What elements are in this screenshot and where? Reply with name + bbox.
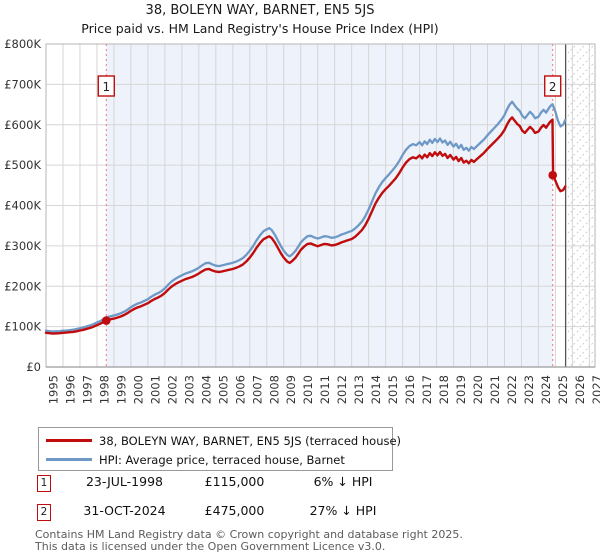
event-2-hpi-delta: 27% ↓ HPI xyxy=(309,503,377,518)
legend-swatch-hpi xyxy=(46,458,92,461)
legend-label-property: 38, BOLEYN WAY, BARNET, EN5 5JS (terrace… xyxy=(99,433,402,448)
legend-label-hpi: HPI: Average price, terraced house, Barn… xyxy=(99,452,345,467)
sale-marker-number-2: 2 xyxy=(549,80,557,94)
x-tick-label: 2018 xyxy=(437,375,451,404)
x-tick-label: 2008 xyxy=(267,375,281,404)
series-price-paid xyxy=(44,116,567,335)
y-tick-label: £300K xyxy=(4,239,41,253)
x-tick-label: 2024 xyxy=(539,375,553,404)
y-tick-label: £100K xyxy=(4,320,41,334)
x-tick-label: 2019 xyxy=(454,375,468,404)
x-tick-label: 1998 xyxy=(97,375,111,404)
x-tick-label: 2016 xyxy=(403,375,417,404)
x-tick-label: 2009 xyxy=(284,375,298,404)
x-tick-label: 2012 xyxy=(335,375,349,404)
y-tick-label: £500K xyxy=(4,158,41,172)
y-tick-label: £800K xyxy=(4,37,41,51)
x-tick-label: 2021 xyxy=(488,375,502,404)
sale-marker-box-2 xyxy=(544,75,562,97)
x-tick-label: 2023 xyxy=(522,375,536,404)
legend-item-property: 38, BOLEYN WAY, BARNET, EN5 5JS (terrace… xyxy=(39,431,401,450)
series-hpi xyxy=(44,100,567,333)
x-tick-label: 2005 xyxy=(216,375,230,404)
legend-swatch-property xyxy=(46,439,92,442)
x-tick-label: 2022 xyxy=(505,375,519,404)
license-note: Contains HM Land Registry data © Crown c… xyxy=(35,528,463,554)
license-line-1: Contains HM Land Registry data © Crown c… xyxy=(35,528,463,541)
sale-event-row-2: 2 31-OCT-2024 £475,000 27% ↓ HPI xyxy=(0,503,600,523)
x-tick-label: 2020 xyxy=(471,375,485,404)
x-tick-label: 2003 xyxy=(182,375,196,404)
sale-event-row-1: 1 23-JUL-1998 £115,000 6% ↓ HPI xyxy=(0,474,600,494)
x-tick-label: 1999 xyxy=(114,375,128,404)
x-tick-label: 1995 xyxy=(47,375,61,404)
x-tick-label: 2001 xyxy=(148,375,162,404)
x-tick-label: 1997 xyxy=(80,375,94,404)
y-tick-label: £700K xyxy=(4,77,41,91)
x-tick-label: 2002 xyxy=(165,375,179,404)
x-tick-label: 2011 xyxy=(318,375,332,404)
x-tick-label: 2013 xyxy=(352,375,366,404)
event-1-price: £115,000 xyxy=(204,474,265,489)
event-1-date: 23-JUL-1998 xyxy=(85,474,163,489)
event-2-number-badge: 2 xyxy=(37,504,51,521)
chart-legend: 38, BOLEYN WAY, BARNET, EN5 5JS (terrace… xyxy=(38,427,401,471)
x-tick-label: 2006 xyxy=(233,375,247,404)
y-tick-label: £200K xyxy=(4,279,41,293)
event-1-hpi-delta: 6% ↓ HPI xyxy=(313,474,373,489)
x-tick-label: 2007 xyxy=(250,375,264,404)
sale-marker-number-1: 1 xyxy=(102,80,110,94)
sale-point-1 xyxy=(101,316,111,325)
x-tick-label: 2004 xyxy=(199,375,213,404)
x-tick-label: 2000 xyxy=(131,375,145,404)
x-tick-label: 2026 xyxy=(573,375,587,404)
sale-marker-box-1 xyxy=(97,75,115,97)
x-tick-label: 2015 xyxy=(386,375,400,404)
future-no-data-hatch xyxy=(565,44,595,367)
x-tick-label: 2017 xyxy=(420,375,434,404)
sale-point-2 xyxy=(548,170,558,180)
event-1-number-badge: 1 xyxy=(37,475,51,492)
x-tick-label: 2010 xyxy=(301,375,315,404)
price-history-chart: 1 2 £0 £100K £200K £300K £400K £500K £600K £700K £… xyxy=(4,37,600,404)
license-line-2: This data is licensed under the Open Gov… xyxy=(35,540,386,554)
page-subtitle: Price paid vs. HM Land Registry's House … xyxy=(81,21,439,36)
y-tick-label: £600K xyxy=(4,118,41,132)
y-tick-label: £0 xyxy=(26,360,41,374)
x-tick-label: 2027 xyxy=(590,375,600,404)
legend-item-hpi: HPI: Average price, terraced house, Barn… xyxy=(39,450,392,469)
event-2-date: 31-OCT-2024 xyxy=(83,503,166,518)
event-2-price: £475,000 xyxy=(204,503,265,518)
x-tick-label: 1996 xyxy=(63,375,77,404)
x-tick-label: 2025 xyxy=(556,375,570,404)
page-title: 38, BOLEYN WAY, BARNET, EN5 5JS xyxy=(145,3,375,18)
y-tick-label: £400K xyxy=(4,199,41,213)
x-tick-label: 2014 xyxy=(369,375,383,404)
